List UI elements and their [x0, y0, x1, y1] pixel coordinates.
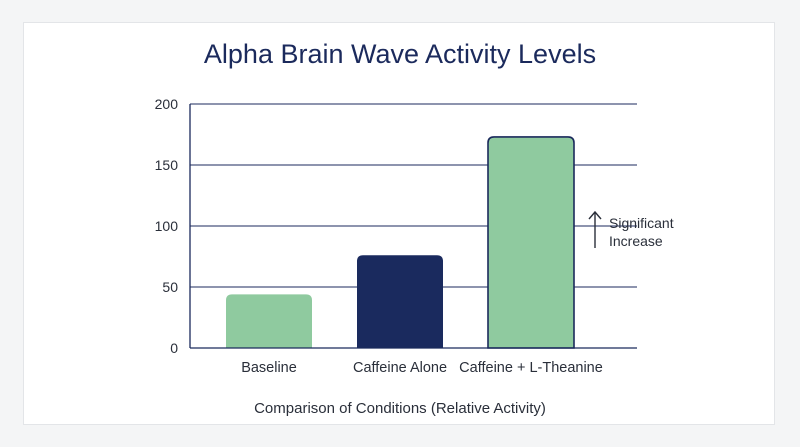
annotation-line-1: Significant	[609, 215, 674, 231]
y-tick-label: 150	[155, 157, 179, 173]
up-arrow-icon	[588, 210, 602, 248]
bar-baseline	[226, 294, 312, 348]
y-tick-label: 50	[162, 279, 178, 295]
x-category-label: Caffeine Alone	[353, 360, 447, 376]
chart-title: Alpha Brain Wave Activity Levels	[204, 39, 596, 69]
x-axis-label: Comparison of Conditions (Relative Activ…	[254, 400, 546, 417]
x-category-label: Baseline	[241, 360, 297, 376]
annotation-line-2: Increase	[609, 233, 663, 249]
bar-caffeine-alone	[357, 255, 443, 348]
y-axis-ticks: 0 50 100 150 200	[155, 96, 179, 356]
annotation-significant-increase: Significant Increase	[588, 210, 674, 249]
chart-card	[23, 22, 775, 425]
y-tick-label: 0	[170, 340, 178, 356]
bars	[226, 136, 575, 349]
y-tick-label: 100	[155, 218, 179, 234]
x-category-label: Caffeine + L-Theanine	[459, 360, 603, 376]
x-axis-categories: Baseline Caffeine Alone Caffeine + L-Thean…	[241, 360, 603, 376]
y-tick-label: 200	[155, 96, 179, 112]
bar-caffeine-l-theanine	[487, 136, 575, 349]
